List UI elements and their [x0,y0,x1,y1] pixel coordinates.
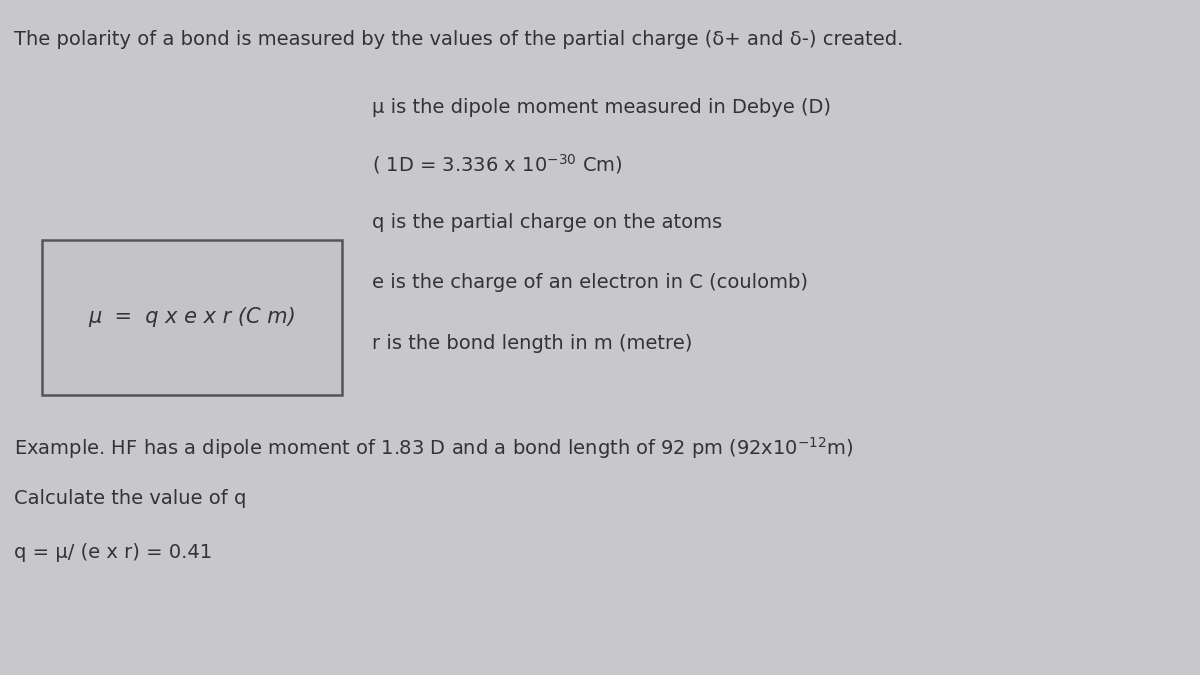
Text: The polarity of a bond is measured by the values of the partial charge (δ+ and δ: The polarity of a bond is measured by th… [14,30,904,49]
Text: r is the bond length in m (metre): r is the bond length in m (metre) [372,334,692,353]
Text: Example. HF has a dipole moment of 1.83 D and a bond length of 92 pm (92x10$^{-1: Example. HF has a dipole moment of 1.83 … [14,435,854,461]
Text: μ  =  q x e x r (C m): μ = q x e x r (C m) [88,307,296,327]
Text: ( 1D = 3.336 x 10$^{-30}$ Cm): ( 1D = 3.336 x 10$^{-30}$ Cm) [372,152,623,176]
Text: q is the partial charge on the atoms: q is the partial charge on the atoms [372,213,722,232]
Text: Calculate the value of q: Calculate the value of q [14,489,247,508]
Text: e is the charge of an electron in C (coulomb): e is the charge of an electron in C (cou… [372,273,808,292]
Text: q = μ/ (e x r) = 0.41: q = μ/ (e x r) = 0.41 [14,543,212,562]
FancyBboxPatch shape [42,240,342,395]
Text: μ is the dipole moment measured in Debye (D): μ is the dipole moment measured in Debye… [372,98,830,117]
